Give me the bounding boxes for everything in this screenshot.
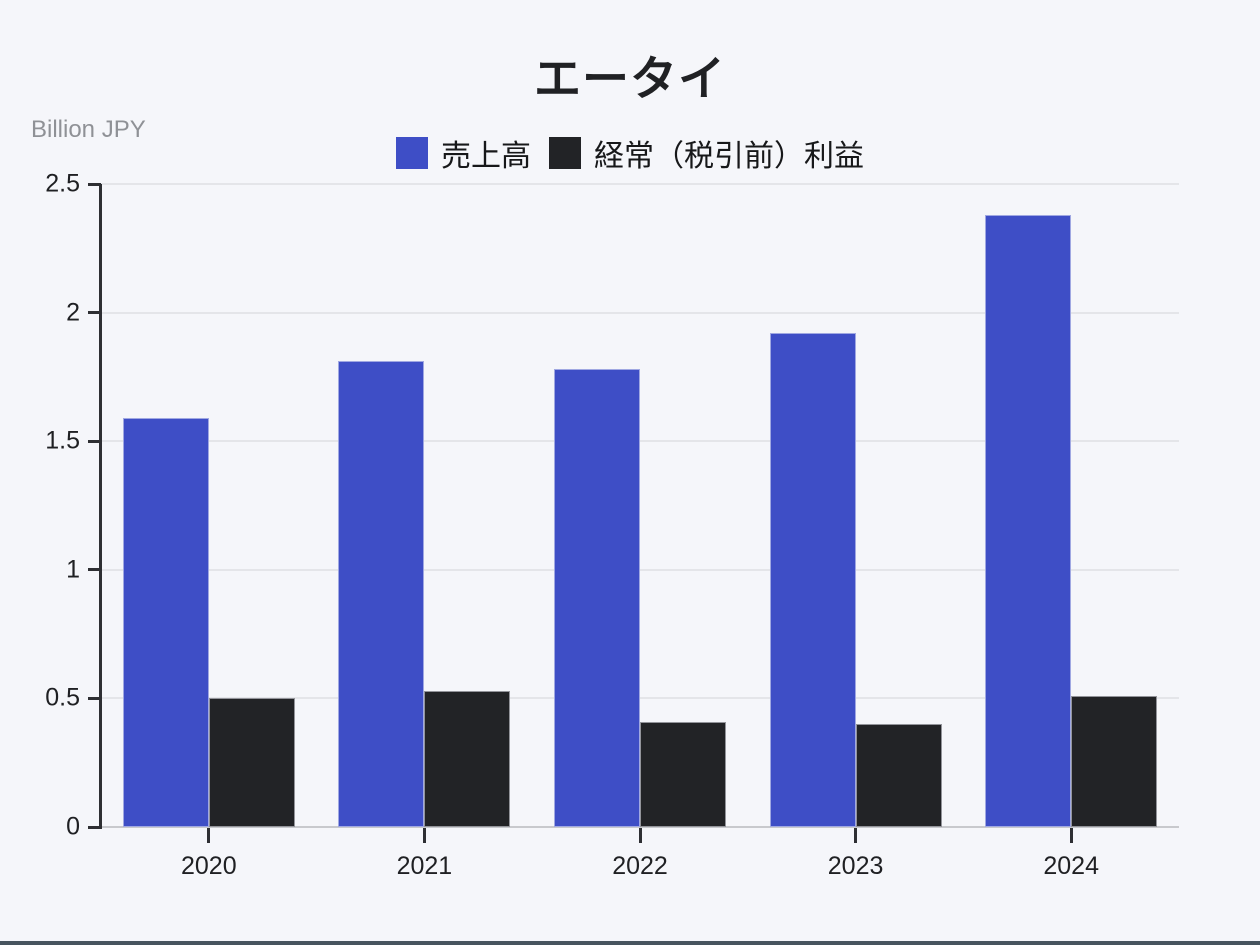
bottom-border (0, 941, 1260, 945)
x-axis-tick (422, 828, 426, 843)
x-tick-label: 2024 (1043, 852, 1099, 880)
legend: 売上高 経常（税引前）利益 (0, 131, 1260, 175)
y-axis-unit-label: Billion JPY (31, 116, 146, 143)
bar-revenue-2022 (554, 369, 640, 827)
x-tick-label: 2021 (396, 852, 453, 880)
y-axis-tick (88, 568, 101, 572)
y-axis-tick (88, 182, 101, 186)
x-axis-tick (854, 828, 858, 843)
x-tick-label: 2023 (827, 852, 884, 880)
chart-title: エータイ (534, 52, 726, 105)
bar-profit-2021 (424, 690, 511, 827)
x-tick-label: 2020 (180, 852, 237, 880)
gridline (101, 311, 1179, 314)
legend-swatch-profit (549, 137, 581, 169)
legend-label-revenue: 売上高 (441, 140, 531, 173)
gridline (101, 826, 1179, 828)
bar-revenue-2020 (122, 418, 209, 827)
gridline (101, 697, 1179, 700)
y-axis-tick (88, 825, 101, 829)
legend-label-profit: 経常（税引前）利益 (594, 140, 864, 173)
legend-item-profit: 経常（税引前）利益 (549, 131, 864, 175)
gridline (101, 183, 1179, 185)
y-tick-label: 2 (66, 298, 80, 327)
y-axis-tick (88, 439, 101, 443)
legend-swatch-revenue (396, 137, 428, 169)
bar-profit-2023 (855, 724, 942, 827)
y-tick-label: 0.5 (45, 683, 80, 712)
bar-revenue-2024 (985, 214, 1072, 827)
bar-revenue-2023 (769, 333, 856, 827)
bar-profit-2024 (1071, 695, 1158, 827)
y-tick-label: 1.5 (45, 426, 80, 455)
x-axis-tick (638, 828, 642, 843)
y-axis-tick (88, 311, 101, 315)
x-tick-label: 2022 (612, 852, 668, 880)
gridline (101, 440, 1179, 443)
y-axis-tick (88, 696, 101, 700)
legend-item-revenue: 売上高 (396, 131, 531, 175)
bar-profit-2022 (640, 721, 726, 827)
x-axis-tick (1069, 828, 1073, 843)
y-axis-line (99, 184, 102, 829)
bar-profit-2020 (208, 698, 295, 827)
gridline (101, 568, 1179, 571)
x-axis-tick (207, 828, 211, 843)
y-tick-label: 1 (66, 555, 80, 584)
y-tick-label: 2.5 (45, 169, 80, 198)
y-tick-label: 0 (66, 812, 80, 841)
bar-revenue-2021 (338, 361, 425, 827)
